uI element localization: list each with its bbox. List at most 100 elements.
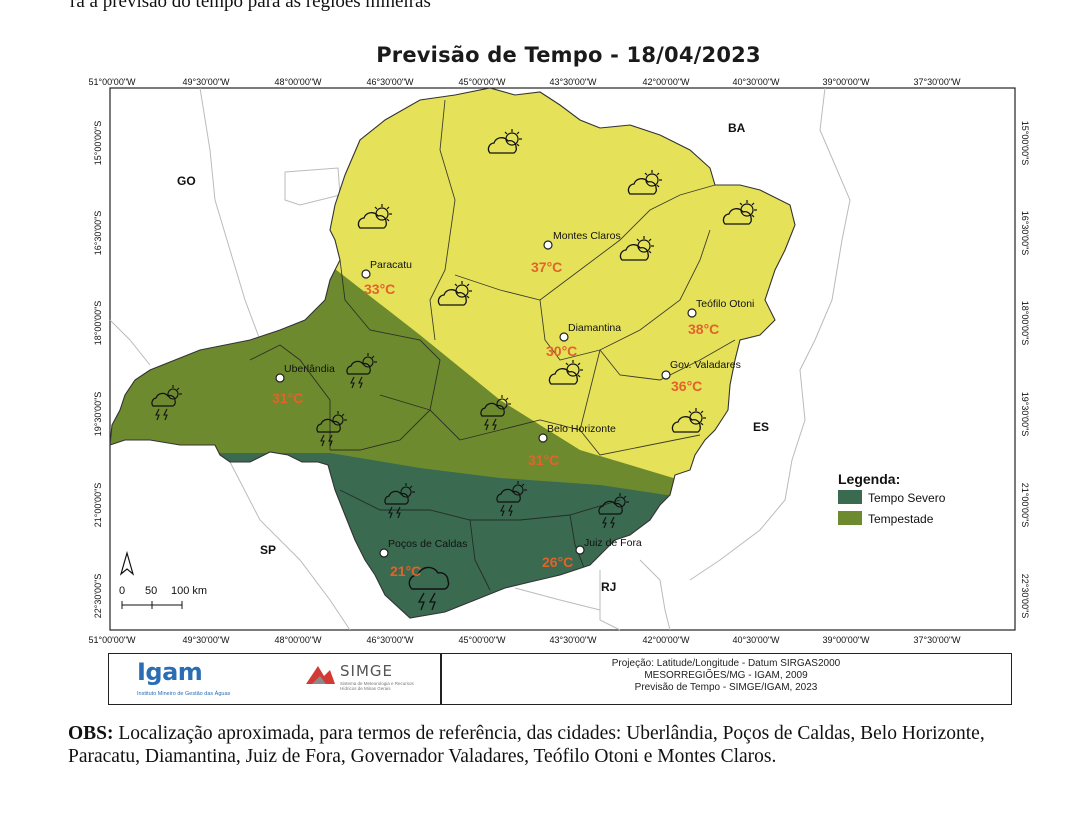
city-temp-montes-claros: 37°C: [531, 259, 562, 275]
lon-label-bottom: 42°00'00"W: [642, 635, 690, 645]
legend-title: Legenda:: [838, 471, 900, 487]
state-label-sp: SP: [260, 543, 276, 557]
state-label-es: ES: [753, 420, 769, 434]
lat-label-left: 16°30'00"S: [93, 211, 103, 256]
lon-label-top: 51°00'00"W: [88, 77, 136, 87]
simge-logo: SIMGE Sistema de Meteorologia e Recursos…: [304, 662, 414, 693]
weather-icons: [151, 128, 758, 611]
lon-label-top: 48°00'00"W: [274, 77, 322, 87]
city-name-paracatu: Paracatu: [370, 259, 412, 271]
city-marker-pocos-de-caldas: [379, 548, 389, 558]
lat-label-left: 15°00'00"S: [93, 121, 103, 166]
city-marker-diamantina: [559, 332, 569, 342]
city-temp-gov-valadares: 36°C: [671, 378, 702, 394]
credit-projection: Projeção: Latitude/Longitude - Datum SIR…: [611, 658, 841, 669]
city-temp-uberlandia: 31°C: [272, 390, 303, 406]
lat-label-right: 22°30'00"S: [1020, 574, 1030, 619]
city-markers: [275, 240, 697, 558]
lat-label-left: 21°00'00"S: [93, 483, 103, 528]
legend-swatch-tempo-severo: [838, 490, 862, 504]
igam-subtitle: Instituto Mineiro de Gestão das Águas: [137, 691, 231, 697]
city-temp-paracatu: 33°C: [364, 281, 395, 297]
igam-logo: Igam Instituto Mineiro de Gestão das Águ…: [137, 658, 230, 697]
lon-label-top: 40°30'00"W: [732, 77, 780, 87]
scale-bar: 0 50 100 km: [119, 585, 207, 609]
state-borders: [109, 87, 851, 631]
lon-label-top: 39°00'00"W: [822, 77, 870, 87]
footer-divider: [440, 654, 442, 704]
mg-outline: [109, 87, 796, 619]
legend-swatch-tempestade: [838, 511, 862, 525]
scale-label-100: 100 km: [171, 585, 207, 597]
city-name-diamantina: Diamantina: [568, 322, 621, 334]
lon-label-bottom: 43°30'00"W: [549, 635, 597, 645]
city-temp-pocos-de-caldas: 21°C: [390, 563, 421, 579]
credit-mesoregions: MESORREGIÕES/MG - IGAM, 2009: [644, 670, 808, 681]
lon-label-top: 43°30'00"W: [549, 77, 597, 87]
map-title: Previsão de Tempo - 18/04/2023: [376, 43, 761, 67]
lon-label-top: 49°30'00"W: [182, 77, 230, 87]
city-name-uberlandia: Uberlândia: [284, 363, 335, 375]
lon-label-bottom: 45°00'00"W: [458, 635, 506, 645]
city-temp-juiz-de-fora: 26°C: [542, 554, 573, 570]
city-name-pocos-de-caldas: Poços de Caldas: [388, 538, 467, 550]
simge-logo-text: SIMGE: [340, 662, 393, 680]
lon-label-bottom: 46°30'00"W: [366, 635, 414, 645]
lon-label-bottom: 40°30'00"W: [732, 635, 780, 645]
lat-label-left: 19°30'00"S: [93, 392, 103, 437]
lat-label-right: 18°00'00"S: [1020, 301, 1030, 346]
north-arrow: N: [119, 550, 135, 576]
scale-label-0: 0: [119, 585, 125, 597]
credit-forecast: Previsão de Tempo - SIMGE/IGAM, 2023: [634, 682, 818, 693]
state-label-go: GO: [177, 174, 196, 188]
lon-label-bottom: 39°00'00"W: [822, 635, 870, 645]
lat-label-right: 16°30'00"S: [1020, 211, 1030, 256]
lat-label-right: 15°00'00"S: [1020, 121, 1030, 166]
city-marker-uberlandia: [275, 373, 285, 383]
city-name-belo-horizonte: Belo Horizonte: [547, 423, 616, 435]
city-name-juiz-de-fora: Juiz de Fora: [584, 537, 642, 549]
legend-label-tempestade: Tempestade: [868, 512, 934, 526]
city-name-montes-claros: Montes Claros: [553, 230, 621, 242]
lat-label-right: 19°30'00"S: [1020, 392, 1030, 437]
city-name-gov-valadares: Gov. Valadares: [670, 359, 741, 371]
city-marker-belo-horizonte: [538, 433, 548, 443]
lat-label-left: 22°30'00"S: [93, 574, 103, 619]
lon-label-top: 45°00'00"W: [458, 77, 506, 87]
footer-credits: Projeção: Latitude/Longitude - Datum SIR…: [441, 658, 1011, 694]
city-marker-juiz-de-fora: [575, 545, 585, 555]
state-label-rj: RJ: [601, 580, 616, 594]
state-label-ba: BA: [728, 121, 746, 135]
obs-text: Localização aproximada, para termos de r…: [68, 723, 985, 767]
legend-label-tempo-severo: Tempo Severo: [868, 491, 946, 505]
city-name-teofilo-otoni: Teófilo Otoni: [696, 298, 754, 310]
lon-label-top: 37°30'00"W: [913, 77, 961, 87]
lon-label-bottom: 37°30'00"W: [913, 635, 961, 645]
legend: Legenda: Tempo Severo Tempestade: [838, 471, 946, 526]
simge-subtitle-line-2: Hídricos de Minas Gerais: [340, 686, 391, 691]
simge-subtitle: Sistema de Meteorologia e Recursos Hídri…: [340, 681, 414, 691]
lon-label-top: 42°00'00"W: [642, 77, 690, 87]
city-marker-gov-valadares: [661, 370, 671, 380]
lon-label-bottom: 51°00'00"W: [88, 635, 136, 645]
obs-label: OBS:: [68, 723, 114, 744]
map-footer: Igam Instituto Mineiro de Gestão das Águ…: [108, 653, 1012, 705]
obs-note: OBS: Localização aproximada, para termos…: [68, 722, 1028, 768]
city-temp-teofilo-otoni: 38°C: [688, 321, 719, 337]
city-marker-montes-claros: [543, 240, 553, 250]
igam-logo-text: Igam: [137, 658, 203, 686]
city-temp-belo-horizonte: 31°C: [528, 452, 559, 468]
lon-label-top: 46°30'00"W: [366, 77, 414, 87]
simge-logo-icon: [306, 666, 335, 684]
city-temp-diamantina: 30°C: [546, 343, 577, 359]
lat-label-right: 21°00'00"S: [1020, 483, 1030, 528]
city-marker-paracatu: [361, 269, 371, 279]
city-marker-teofilo-otoni: [687, 308, 697, 318]
simge-subtitle-line-1: Sistema de Meteorologia e Recursos: [340, 681, 414, 686]
lat-label-left: 18°00'00"S: [93, 301, 103, 346]
lon-label-bottom: 49°30'00"W: [182, 635, 230, 645]
header-text-fragment: ra a previsão do tempo para as regiões m…: [70, 0, 431, 12]
lon-label-bottom: 48°00'00"W: [274, 635, 322, 645]
scale-label-50: 50: [145, 585, 157, 597]
